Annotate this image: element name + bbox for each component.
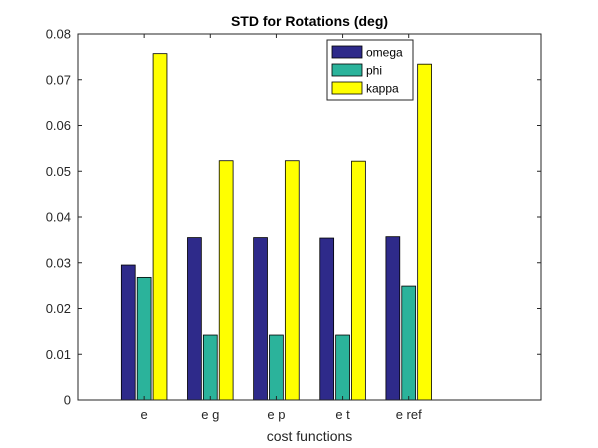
- legend-swatch-kappa: [331, 81, 363, 95]
- bar-phi-0: [136, 276, 152, 401]
- bar-kappa-4: [417, 63, 432, 401]
- y-tick-label: 0.05: [46, 164, 71, 179]
- bar-omega-4: [385, 236, 401, 401]
- x-tick-label: e p: [267, 407, 285, 422]
- bar-omega-2: [253, 237, 268, 401]
- chart-title: STD for Rotations (deg): [231, 13, 388, 29]
- bar-kappa-2: [284, 160, 300, 401]
- y-tick-label: 0: [64, 393, 71, 408]
- y-tick-label: 0.02: [46, 301, 71, 316]
- legend-swatch-phi: [331, 63, 363, 77]
- legend: omega phi kappa: [326, 39, 414, 101]
- bar-kappa-0: [152, 53, 168, 401]
- x-axis-label: cost functions: [267, 428, 353, 444]
- legend-label-phi: phi: [366, 64, 382, 78]
- bar-phi-4: [401, 285, 417, 401]
- bar-omega-1: [187, 237, 202, 401]
- y-tick-label: 0.04: [46, 210, 71, 225]
- legend-label-kappa: kappa: [366, 82, 399, 96]
- y-tick-label: 0.06: [46, 118, 71, 133]
- bars-group: [120, 53, 432, 401]
- x-tick-label: e t: [335, 407, 350, 422]
- bar-phi-2: [269, 334, 284, 401]
- y-tick-label: 0.08: [46, 27, 71, 42]
- bar-kappa-1: [218, 160, 234, 401]
- bar-kappa-3: [351, 160, 366, 401]
- bar-omega-0: [120, 264, 136, 401]
- y-tick-label: 0.07: [46, 72, 71, 87]
- x-tick-label: e ref: [396, 407, 422, 422]
- bar-phi-3: [335, 334, 350, 401]
- bar-phi-1: [202, 334, 218, 401]
- bar-omega-3: [319, 237, 335, 401]
- x-tick-label: e g: [201, 407, 219, 422]
- x-tick-label: e: [141, 407, 148, 422]
- y-axis: 0 0.01 0.02 0.03 0.04 0.05 0.06 0.07 0.08: [46, 27, 541, 408]
- x-axis: e e g e p e t e ref: [141, 34, 422, 422]
- legend-swatch-omega: [331, 45, 363, 59]
- y-tick-label: 0.03: [46, 255, 71, 270]
- y-tick-label: 0.01: [46, 347, 71, 362]
- legend-label-omega: omega: [366, 46, 403, 60]
